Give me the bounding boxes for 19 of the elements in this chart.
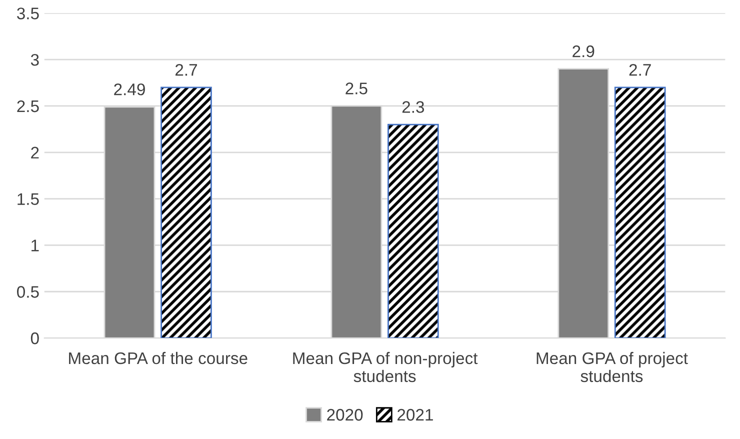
x-tick-label: Mean GPA of project students (536, 352, 688, 382)
data-label: 2.7 (629, 64, 651, 76)
x-tick-label: Mean GPA of non-project students (293, 352, 478, 382)
x-tick-label: Mean GPA of the course (69, 352, 248, 364)
y-tick-label: 0 (30, 332, 39, 344)
data-label: 2.49 (114, 83, 145, 96)
data-label: 2.3 (402, 101, 424, 113)
legend-label: 2021 (398, 408, 433, 421)
y-tick-label: 3 (30, 54, 39, 66)
y-tick-label: 2 (31, 146, 39, 158)
y-tick-label: 1.5 (18, 193, 39, 206)
data-label: 2.9 (572, 45, 594, 58)
y-tick-label: 0.5 (17, 286, 39, 298)
y-tick-label: 2.5 (17, 100, 39, 112)
data-label: 2.5 (346, 82, 368, 94)
data-label: 2.7 (175, 64, 197, 76)
legend-label: 2020 (327, 408, 363, 421)
y-tick-label: 1 (32, 240, 39, 252)
y-tick-label: 3.5 (17, 8, 39, 20)
